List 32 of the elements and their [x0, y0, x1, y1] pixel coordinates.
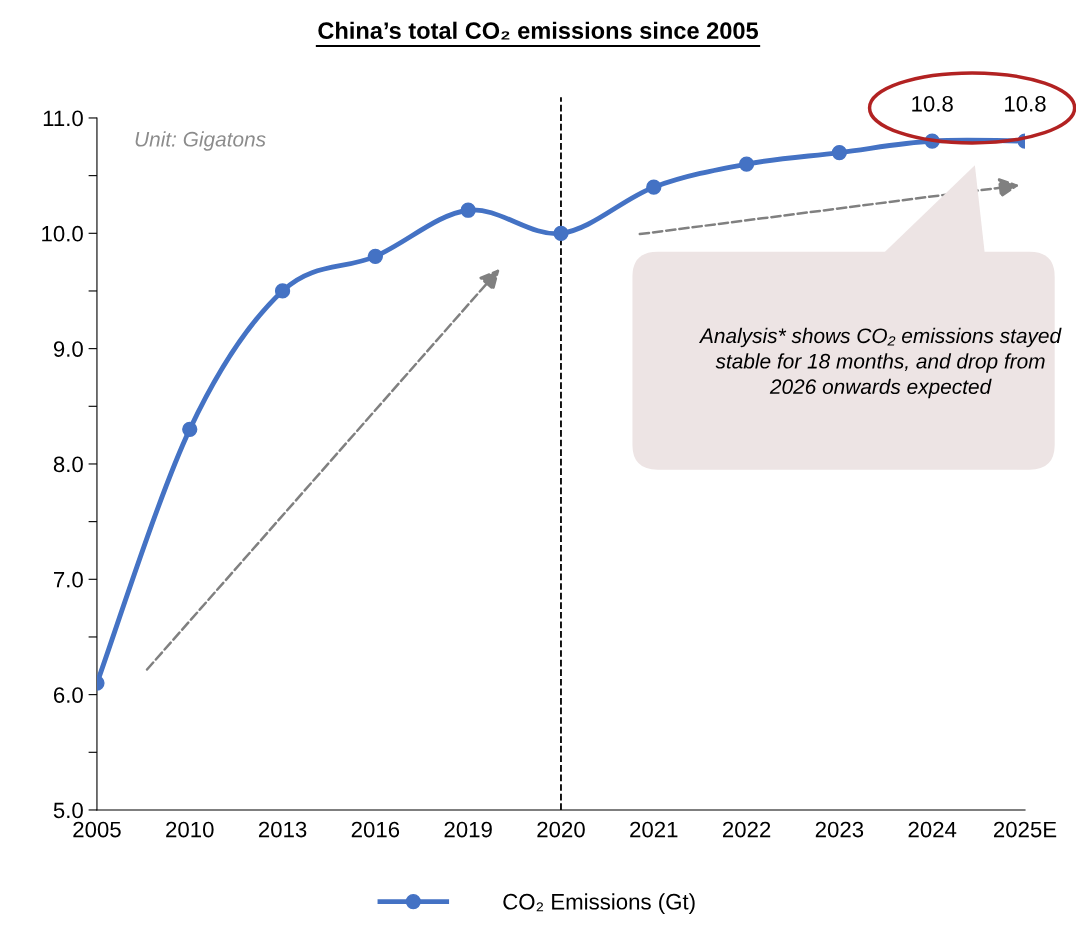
x-tick-label: 2005 [73, 821, 121, 838]
x-tick-label: 2010 [166, 821, 214, 838]
x-tick-label: 2021 [630, 821, 678, 838]
point [367, 248, 384, 265]
point [182, 421, 198, 438]
chart-title: China’s total CO₂ emissions since 2005 [318, 21, 759, 40]
y-tick-label: 9.0 [53, 341, 83, 357]
x-tick-label: 2023 [815, 821, 864, 838]
x-tick-label: 2013 [258, 821, 307, 838]
y-tick-label: 10.0 [42, 225, 83, 242]
y-tick-label: 5.0 [53, 802, 83, 819]
x-tick-label: 2016 [351, 821, 400, 838]
y-tick-label: 7.0 [54, 571, 83, 588]
text: CO₂ Emissions (Gt) [503, 893, 695, 914]
x-tick-label: 2020 [537, 821, 585, 838]
data-label: 10.8 [1005, 95, 1046, 112]
x-tick-label: 2019 [444, 821, 492, 838]
y-tick-label: 6.0 [53, 687, 83, 703]
x-tick-label: 2025E [993, 821, 1057, 838]
x-tick-label: 2022 [722, 821, 771, 838]
point [831, 144, 848, 161]
point [738, 156, 755, 172]
point [553, 225, 569, 241]
annotation: Analysis* shows CO₂ emissions stayed stable for 18 months, and drop from 2026 onwards expected [698, 327, 1062, 399]
point [646, 179, 662, 195]
point [274, 283, 291, 299]
point [460, 202, 476, 218]
data-label: 10.8 [912, 95, 953, 112]
y-tick-label: 11.0 [43, 110, 83, 127]
y-tick-label: 8.0 [53, 456, 83, 473]
x-tick-label: 2024 [908, 821, 957, 838]
annotation: Unit: Gigatons [135, 131, 266, 151]
